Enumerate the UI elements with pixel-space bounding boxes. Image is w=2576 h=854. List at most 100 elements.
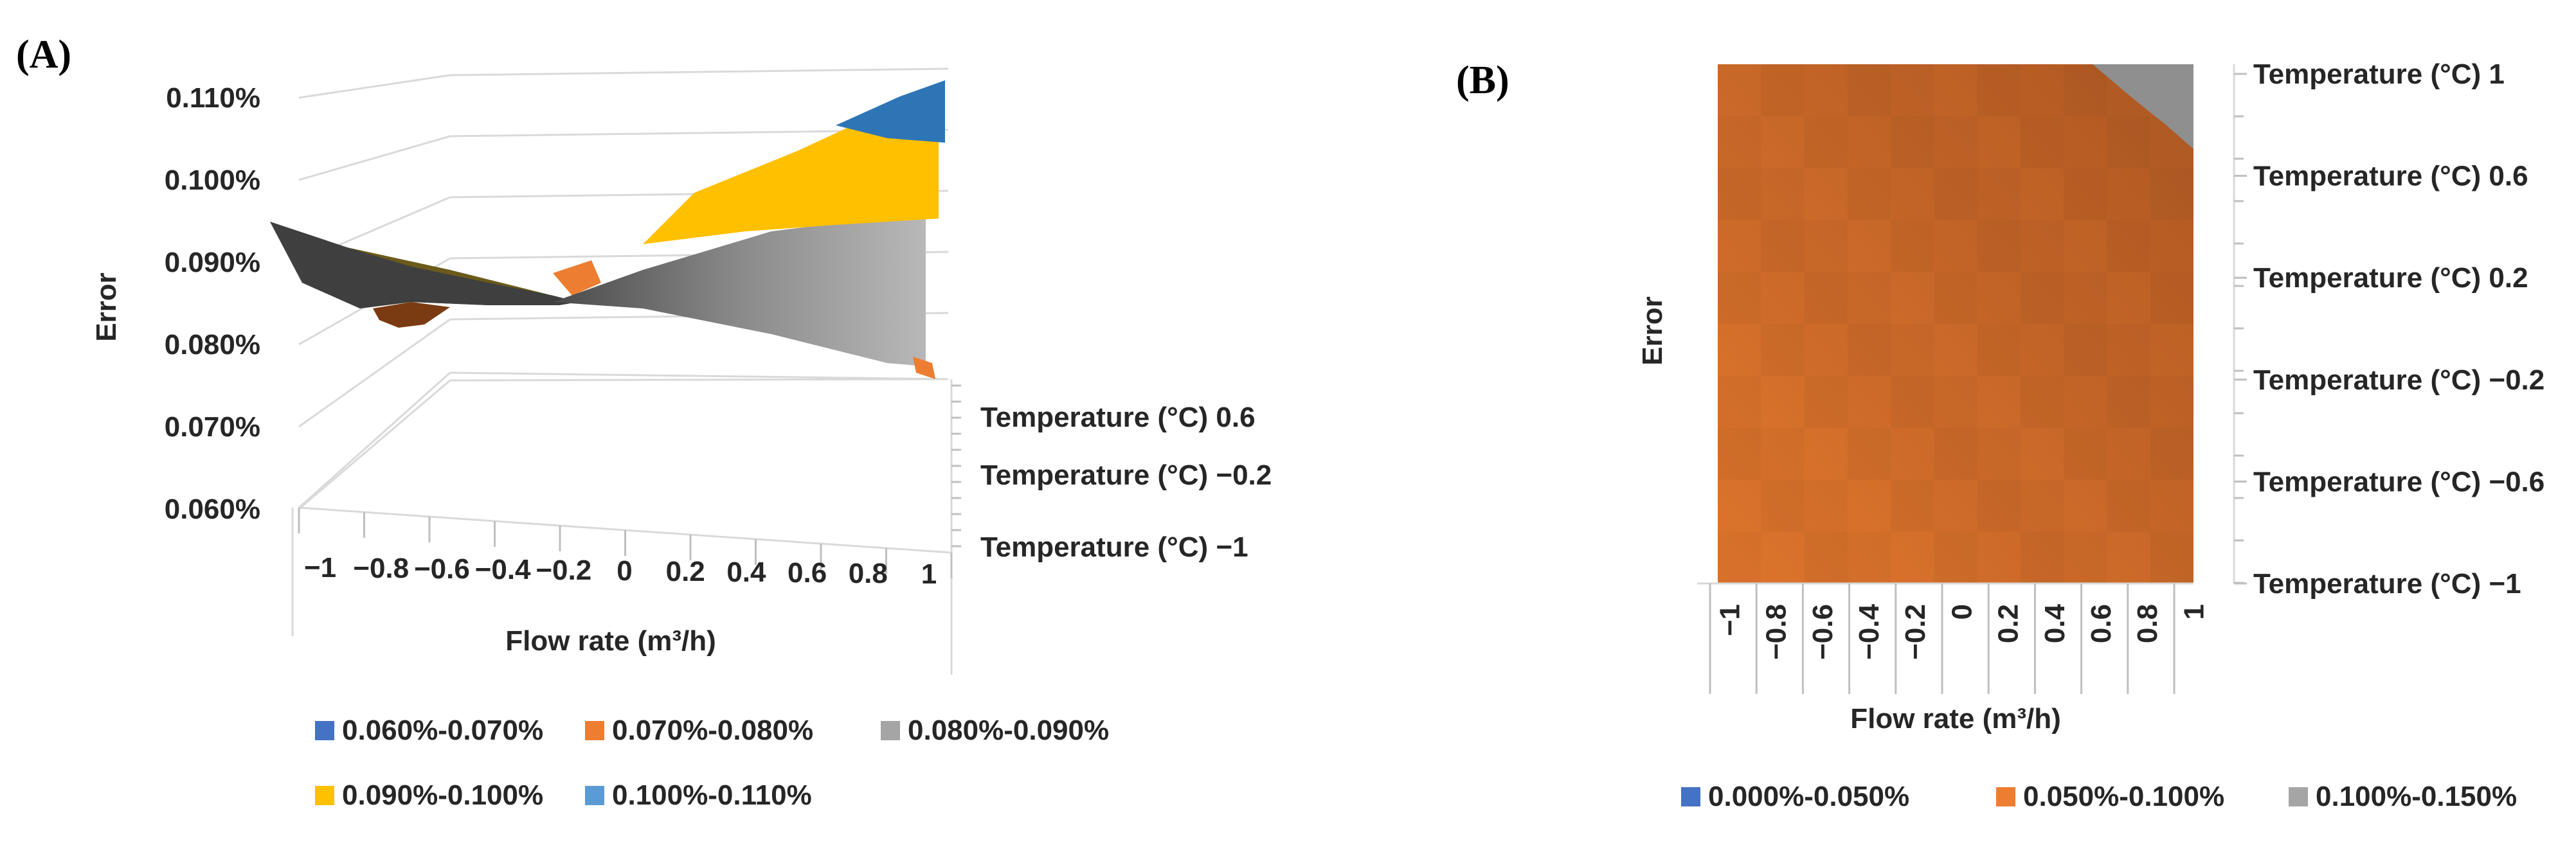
legend-label: 0.100%-0.150% xyxy=(2316,781,2517,812)
heatmap-cell xyxy=(2107,220,2150,272)
panel-b-heatmap: (B) Temperature (°C) 1 Temperature (°C) 0… xyxy=(1456,58,2544,812)
heatmap-cell xyxy=(1848,376,1891,428)
x-tick-label: −1 xyxy=(304,552,336,583)
heatmap-cell xyxy=(1847,324,1891,376)
heatmap-cell xyxy=(1804,531,1848,583)
heatmap-cell xyxy=(2107,479,2150,531)
heatmap-cell xyxy=(1848,220,1891,272)
heatmap-cell xyxy=(1977,531,2021,583)
heatmap-cell xyxy=(1891,324,1934,376)
heatmap-cell xyxy=(2150,168,2193,220)
z-tick-label: 0.080% xyxy=(165,329,260,360)
heatmap-cell xyxy=(2020,531,2064,583)
legend-label: 0.060%-0.070% xyxy=(342,715,543,746)
floor-back-edge xyxy=(449,371,949,380)
x-tick-label: 0.8 xyxy=(849,558,888,589)
heatmap-cell xyxy=(1848,428,1891,480)
z-tick-labels: 0.060% 0.070% 0.080% 0.090% 0.100% 0.110% xyxy=(165,82,260,525)
x-tick-label: −0.8 xyxy=(353,553,409,584)
heatmap-cell xyxy=(1847,64,1891,116)
heatmap-cell xyxy=(1718,479,1761,531)
heatmap-cell xyxy=(1761,272,1804,324)
panel-a-x-axis-title: Flow rate (m³/h) xyxy=(505,625,716,657)
legend-swatch xyxy=(585,721,604,740)
x-tick-label: 0.6 xyxy=(2085,604,2117,643)
x-tick-label: 0 xyxy=(1946,604,1977,619)
floor-left-edge xyxy=(298,371,451,509)
x-tick-label: −0.4 xyxy=(475,554,531,585)
heatmap-cell xyxy=(1891,479,1934,531)
legend-label: 0.100%-0.110% xyxy=(612,779,812,811)
heatmap-cell xyxy=(1848,116,1891,168)
panel-a-surface-chart: (A) 0.060% 0.070% 0.080% 0.090% 0.100% 0.110%… xyxy=(16,33,1272,811)
heatmap-cell xyxy=(1718,220,1761,272)
heatmap-cell xyxy=(1934,168,1977,220)
heatmap-cell xyxy=(1718,427,1761,480)
heatmap-cell xyxy=(2064,272,2107,324)
heatmap-cell xyxy=(1761,220,1805,272)
x-tick-label: 0.6 xyxy=(788,557,827,589)
heatmap-cell xyxy=(1934,324,1977,376)
heatmap-cell xyxy=(1848,531,1891,583)
x-tick-label: −0.8 xyxy=(1761,604,1792,660)
surface-brown-dip xyxy=(373,302,450,328)
legend-label: 0.080%-0.090% xyxy=(908,715,1109,746)
heatmap-cell xyxy=(1891,531,1934,583)
heatmap-cell xyxy=(2064,64,2107,116)
heatmap-cell xyxy=(1804,272,1848,324)
surface-orange-spot xyxy=(553,260,601,296)
heatmap-cell xyxy=(1718,272,1761,324)
legend-swatch xyxy=(585,786,604,805)
heatmap-cell xyxy=(1977,168,2021,220)
heatmap-cell xyxy=(2021,168,2064,220)
heatmap-cell xyxy=(2150,531,2193,583)
heatmap-cell xyxy=(1761,531,1804,583)
heatmap-cell xyxy=(1977,428,2021,480)
heatmap-cell xyxy=(2064,220,2107,272)
z-gridline xyxy=(298,135,451,181)
heatmap-cell xyxy=(1761,428,1804,480)
heatmap-cell xyxy=(2107,428,2150,480)
heatmap-cell xyxy=(2150,427,2193,480)
heatmap-cell xyxy=(1891,168,1934,220)
z-tick-label: 0.070% xyxy=(165,411,260,443)
heatmap-cell xyxy=(2107,375,2150,428)
heatmap-cell xyxy=(2064,168,2107,220)
temperature-tick-label: Temperature (°C) −0.2 xyxy=(2253,364,2544,396)
heatmap-cell xyxy=(1805,220,1848,272)
heatmap-cell xyxy=(2021,220,2064,272)
heatmap-cell xyxy=(2107,116,2150,168)
heatmap-cell xyxy=(2021,428,2064,480)
heatmap-cell xyxy=(1934,479,1977,531)
heatmap-cell xyxy=(1805,479,1848,531)
heatmap-cell xyxy=(1805,168,1848,220)
panel-b-legend: 0.000%-0.050% 0.050%-0.100% 0.100%-0.150% xyxy=(1681,781,2517,812)
legend-label: 0.050%-0.100% xyxy=(2023,781,2224,812)
legend-label: 0.000%-0.050% xyxy=(1708,781,1909,812)
x-tick-label: −0.4 xyxy=(1853,603,1885,659)
heatmap-area xyxy=(1718,64,2193,583)
heatmap-cell xyxy=(1891,64,1934,116)
heatmap-cell xyxy=(1934,220,1977,272)
heatmap-cell xyxy=(1977,479,2021,532)
x-tick-label: 1 xyxy=(2178,604,2210,619)
heatmap-cell xyxy=(2150,324,2193,376)
legend-label: 0.070%-0.080% xyxy=(612,715,813,746)
x-tick-label: 0.4 xyxy=(2039,603,2071,643)
surface-orange-corner xyxy=(913,357,935,379)
flow-rate-ticks: −1 −0.8 −0.6 −0.4 −0.2 0 0.2 0.4 0.6 0.8 1 xyxy=(298,508,953,590)
heatmap-cell xyxy=(1934,272,1977,324)
heatmap-cell xyxy=(1934,376,1977,428)
heatmap-cell xyxy=(1761,168,1804,220)
legend-swatch xyxy=(315,786,334,805)
heatmap-cell xyxy=(2021,64,2064,116)
heatmap-cell xyxy=(1848,168,1891,220)
heatmap-cell xyxy=(2064,376,2107,428)
surface-dark-front xyxy=(270,222,579,308)
x-tick-label: 0.8 xyxy=(2132,604,2163,643)
surface-grey-right xyxy=(553,212,926,366)
surface-plot xyxy=(270,80,945,379)
heatmap-cell xyxy=(1891,116,1934,168)
heatmap-cell xyxy=(1718,168,1761,220)
